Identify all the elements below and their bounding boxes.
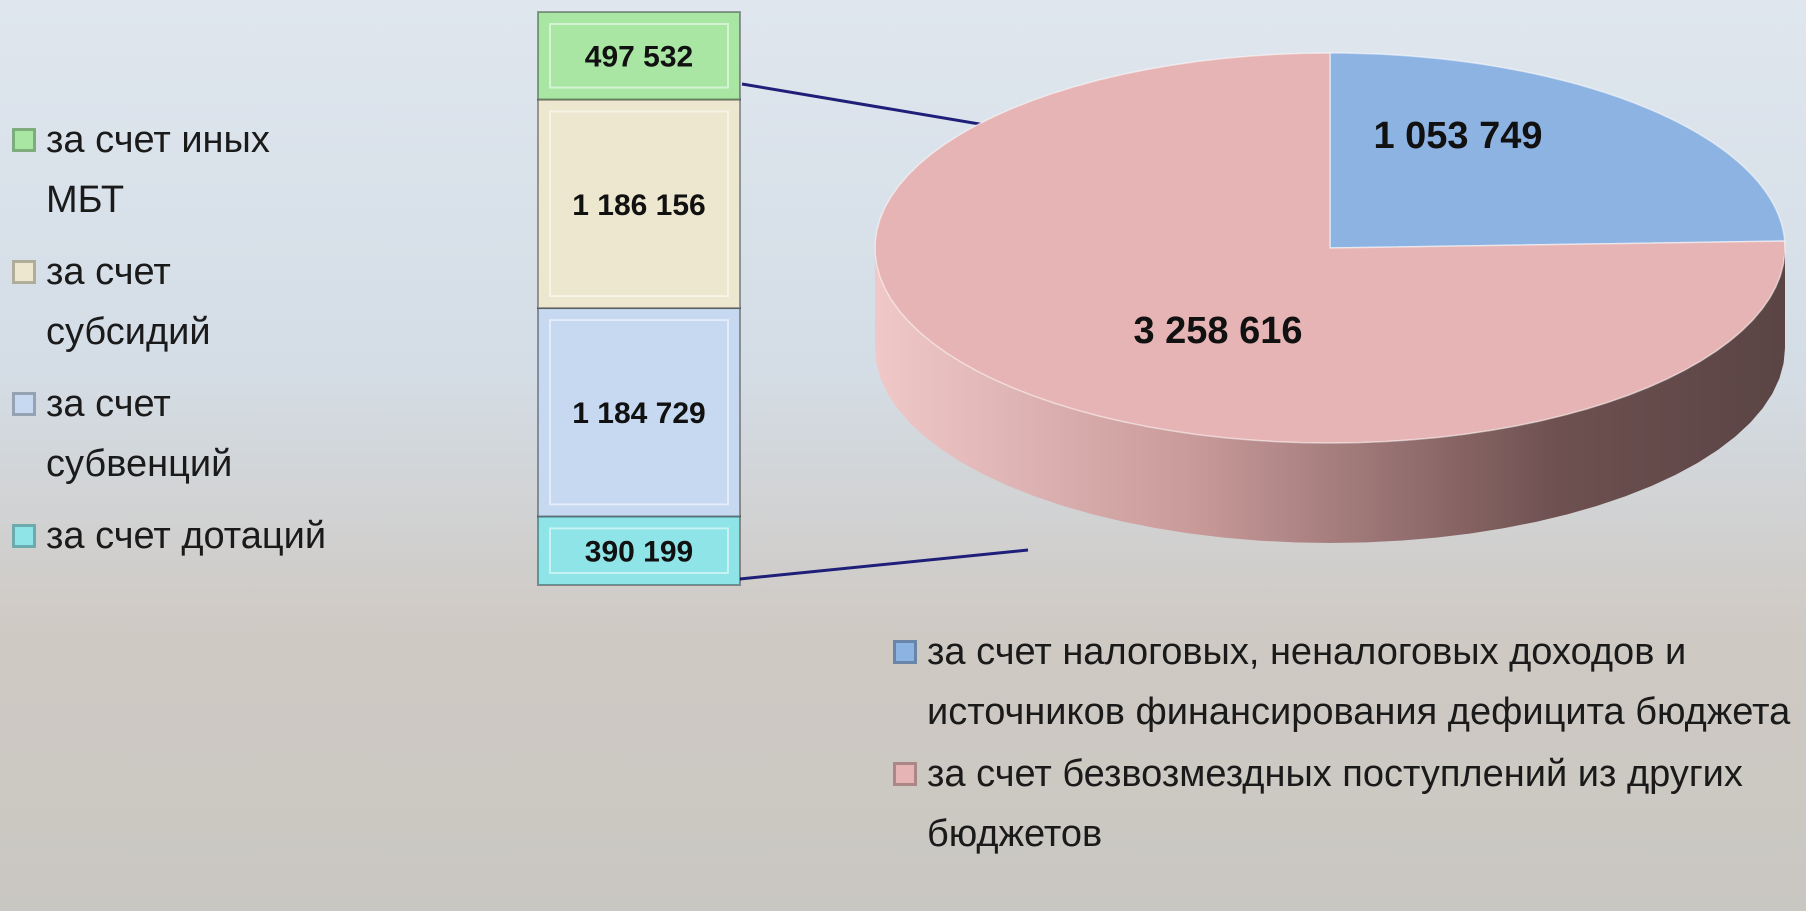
legend-item: за счет субвенций: [12, 374, 332, 494]
bar-segment: [537, 11, 741, 101]
legend-swatch: [12, 392, 36, 416]
legend-swatch: [12, 260, 36, 284]
legend-swatch: [12, 128, 36, 152]
legend-label: за счет налоговых, неналоговых доходов и…: [927, 631, 1791, 733]
bar-bevel: [549, 527, 729, 575]
legend-label: за счет иных МБТ: [46, 119, 270, 221]
legend-label: за счет субсидий: [46, 251, 211, 353]
legend-label: за счет субвенций: [46, 383, 233, 485]
legend-item: за счет налоговых, неналоговых доходов и…: [893, 622, 1793, 742]
legend-label: за счет дотаций: [46, 515, 327, 557]
pie-side: [875, 248, 1785, 543]
legend-swatch: [893, 640, 917, 664]
legend-item: за счет иных МБТ: [12, 110, 332, 230]
legend-swatch: [12, 524, 36, 548]
data-label: 1 184 729: [572, 397, 705, 430]
pie-slice: [1329, 52, 1786, 249]
data-label: 390 199: [585, 536, 693, 569]
data-label: 497 532: [585, 41, 693, 74]
legend-swatch: [893, 762, 917, 786]
legend-label: за счет безвозмездных поступлений из дру…: [927, 753, 1743, 855]
bar-bevel: [549, 319, 729, 506]
bar-segment: [537, 307, 741, 518]
data-label: 3 258 616: [1133, 310, 1302, 352]
legend-item: за счет безвозмездных поступлений из дру…: [893, 744, 1793, 864]
legend-item: за счет субсидий: [12, 242, 332, 362]
connector-line: [729, 548, 1029, 582]
bar-segment: [537, 98, 741, 310]
connector-line: [741, 82, 1016, 132]
bar-bevel: [549, 23, 729, 89]
data-label: 1 053 749: [1373, 115, 1542, 157]
bar-bevel: [549, 110, 729, 298]
pie-slice: [874, 52, 1786, 444]
data-label: 1 186 156: [572, 189, 705, 222]
legend-item: за счет дотаций: [12, 506, 332, 566]
